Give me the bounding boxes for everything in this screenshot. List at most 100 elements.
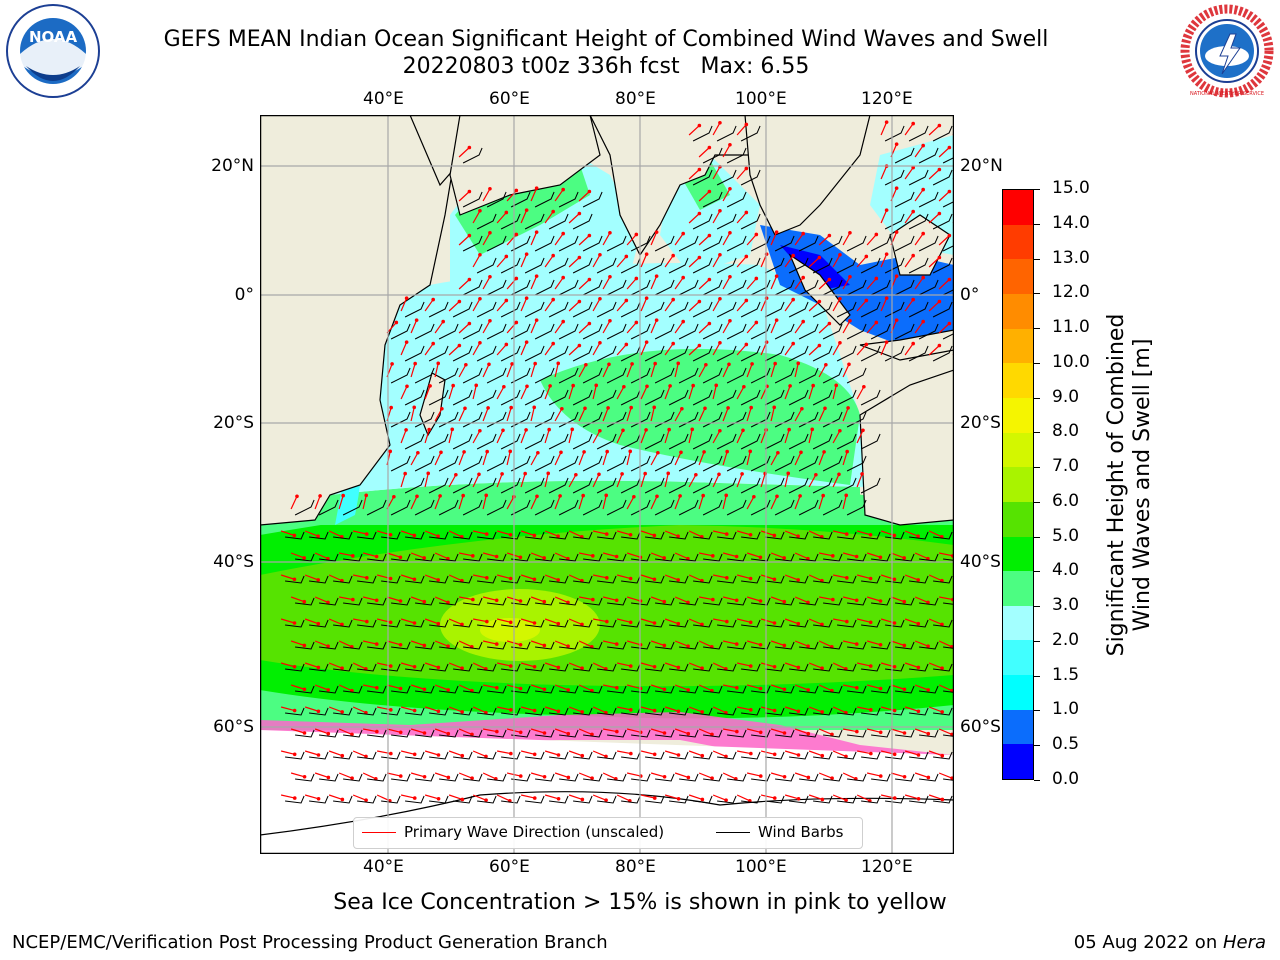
wave-arrow-head <box>446 600 450 605</box>
wave-arrow-head <box>581 493 585 498</box>
wave-direction-arrow <box>530 187 538 202</box>
wind-barb <box>702 279 723 296</box>
wave-direction-arrow <box>736 618 751 623</box>
wave-direction-arrow <box>448 385 454 400</box>
wave-direction-arrow <box>458 552 473 557</box>
wave-arrow-head <box>700 666 704 670</box>
wave-direction-arrow <box>746 772 761 777</box>
wave-direction-arrow <box>472 254 481 268</box>
wave-arrow-head <box>817 299 822 304</box>
wave-direction-arrow <box>290 684 305 690</box>
wind-barb <box>501 575 521 584</box>
wave-direction-arrow <box>904 618 919 625</box>
wave-direction-arrow <box>688 474 697 488</box>
wave-direction-arrow <box>904 255 914 268</box>
wave-direction-arrow <box>866 322 877 334</box>
wind-barb <box>462 455 483 472</box>
wave-direction-arrow <box>530 363 536 378</box>
wind-barb <box>549 531 569 540</box>
wave-arrow-head <box>782 687 787 692</box>
wind-barb <box>583 773 603 782</box>
wind-barb <box>511 641 531 650</box>
wave-direction-arrow <box>904 167 914 180</box>
wind-barb <box>741 663 761 672</box>
wave-direction-arrow <box>280 706 295 712</box>
wave-arrow-head <box>559 450 563 455</box>
wave-arrow-head <box>947 277 952 282</box>
wind-barb <box>669 751 689 760</box>
wind-barb <box>813 707 833 716</box>
wind-barb <box>837 575 857 584</box>
wind-barb <box>717 575 737 584</box>
wave-arrow-head <box>690 427 695 432</box>
wave-direction-arrow <box>914 233 924 246</box>
wave-direction-arrow <box>592 530 607 535</box>
wave-direction-arrow <box>698 235 710 246</box>
wind-barb <box>357 531 377 540</box>
wind-barb <box>894 147 915 164</box>
wave-direction-arrow <box>640 473 646 488</box>
wave-arrow-head <box>518 774 523 778</box>
wave-direction-arrow <box>616 430 624 444</box>
wind-barb <box>295 729 315 738</box>
wave-direction-arrow <box>832 706 847 714</box>
wave-arrow-head <box>590 732 594 737</box>
wind-barb <box>740 389 761 406</box>
wave-direction-arrow <box>698 640 713 648</box>
colorbar-tick-mark <box>1034 189 1040 190</box>
wind-barb <box>462 235 483 252</box>
wind-barb <box>620 257 641 274</box>
wave-arrow-head <box>697 299 702 304</box>
wave-direction-arrow <box>640 530 655 537</box>
wind-barb <box>597 531 617 540</box>
colorbar-tick-label: 7.0 <box>1052 456 1080 477</box>
wave-direction-arrow <box>472 662 487 670</box>
wave-direction-arrow <box>602 320 611 334</box>
wave-arrow-head <box>398 599 403 603</box>
wave-direction-arrow <box>698 495 704 510</box>
wind-barb <box>727 685 747 694</box>
wave-direction-arrow <box>482 552 497 558</box>
wave-direction-arrow <box>698 147 710 158</box>
wind-barb <box>572 213 593 230</box>
wave-direction-arrow <box>784 662 799 669</box>
wind-barb <box>918 147 939 164</box>
wave-direction-arrow <box>640 253 648 268</box>
wave-arrow-head <box>427 427 431 432</box>
wave-direction-arrow <box>842 684 857 689</box>
wave-arrow-head <box>488 274 492 279</box>
wave-arrow-head <box>467 189 472 194</box>
colorbar-segment <box>1003 397 1033 433</box>
wind-barb <box>933 751 953 760</box>
wind-barbs-layer <box>285 125 954 804</box>
wave-direction-arrow <box>928 706 943 713</box>
wind-barb <box>309 575 329 584</box>
wave-direction-arrow <box>520 429 527 444</box>
wind-barb <box>404 301 425 318</box>
wave-arrow-head <box>556 578 560 582</box>
wind-barb <box>405 575 425 584</box>
wave-direction-arrow <box>712 210 721 224</box>
wave-arrow-head <box>615 686 619 690</box>
wave-arrow-head <box>838 428 842 433</box>
wave-direction-arrow <box>626 640 641 646</box>
wind-barb <box>716 301 737 318</box>
wave-direction-arrow <box>866 728 881 733</box>
wave-arrow-head <box>577 343 582 348</box>
wave-arrow-head <box>302 687 307 692</box>
wave-direction-arrow <box>760 794 775 799</box>
wind-barb <box>765 795 785 804</box>
wind-barb <box>390 455 411 472</box>
wave-direction-arrow <box>698 191 710 202</box>
wave-direction-arrow <box>578 596 593 601</box>
wave-arrow-head <box>728 142 732 147</box>
wave-direction-arrow <box>808 429 813 444</box>
wave-direction-arrow <box>520 750 535 755</box>
wind-barb <box>487 641 507 650</box>
lon-tick-bottom-3: 100°E <box>735 857 787 877</box>
wind-barb <box>836 301 857 318</box>
wave-direction-arrow <box>784 618 799 625</box>
wind-barb <box>558 323 579 340</box>
wave-arrow-head <box>436 665 441 670</box>
wave-direction-arrow <box>904 794 919 800</box>
